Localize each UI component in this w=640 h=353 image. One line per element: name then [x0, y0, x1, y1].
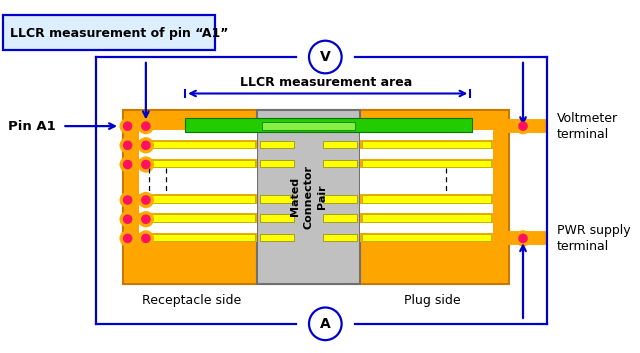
Circle shape — [515, 118, 531, 134]
Circle shape — [309, 41, 342, 73]
Text: LLCR measurement area: LLCR measurement area — [240, 77, 412, 89]
Bar — [139, 233, 257, 242]
Bar — [260, 160, 294, 167]
Bar — [362, 195, 492, 203]
Circle shape — [141, 214, 150, 224]
Bar — [139, 139, 257, 149]
Bar — [139, 149, 257, 159]
Bar — [260, 195, 294, 203]
Text: A: A — [320, 317, 331, 331]
Circle shape — [123, 160, 132, 169]
Circle shape — [120, 137, 136, 154]
Bar — [185, 119, 472, 132]
Bar — [360, 214, 493, 223]
Bar — [362, 140, 492, 148]
Bar — [139, 120, 257, 130]
Circle shape — [515, 230, 531, 246]
FancyBboxPatch shape — [3, 15, 216, 50]
Circle shape — [138, 137, 154, 154]
Bar — [142, 234, 255, 241]
Circle shape — [120, 230, 136, 246]
Text: Mated
Connector
Pair: Mated Connector Pair — [291, 164, 327, 229]
Bar — [360, 149, 493, 159]
Bar — [139, 159, 257, 168]
Circle shape — [123, 195, 132, 205]
Circle shape — [138, 211, 154, 227]
Bar — [362, 234, 492, 241]
Bar — [139, 130, 257, 139]
Circle shape — [138, 156, 154, 173]
Bar — [360, 130, 493, 139]
Bar — [142, 214, 255, 222]
Bar — [260, 214, 294, 222]
Bar — [323, 140, 357, 148]
Bar — [360, 159, 493, 168]
Bar — [360, 168, 493, 194]
Text: PWR supply
terminal: PWR supply terminal — [557, 224, 630, 253]
Circle shape — [123, 214, 132, 224]
Bar — [360, 223, 493, 233]
Bar — [260, 140, 294, 148]
Bar — [360, 120, 493, 130]
Circle shape — [120, 118, 136, 134]
Circle shape — [141, 160, 150, 169]
Bar — [323, 195, 357, 203]
Circle shape — [141, 121, 150, 131]
Bar — [262, 122, 355, 130]
Text: Plug side: Plug side — [404, 294, 460, 307]
Circle shape — [518, 234, 528, 243]
Bar — [139, 223, 257, 233]
Circle shape — [123, 121, 132, 131]
Bar — [142, 140, 255, 148]
Bar — [123, 110, 509, 283]
Bar — [360, 204, 493, 214]
Text: V: V — [320, 50, 331, 64]
Circle shape — [123, 234, 132, 243]
Bar — [142, 160, 255, 167]
Text: Receptacle side: Receptacle side — [142, 294, 241, 307]
Circle shape — [141, 195, 150, 205]
Bar — [257, 110, 360, 283]
Bar — [139, 168, 257, 194]
Text: Voltmeter
terminal: Voltmeter terminal — [557, 112, 618, 140]
Circle shape — [138, 230, 154, 246]
Bar — [323, 160, 357, 167]
Circle shape — [123, 140, 132, 150]
Bar — [323, 234, 357, 241]
Bar — [360, 233, 493, 242]
Bar — [360, 194, 493, 204]
Bar — [323, 214, 357, 222]
Text: LLCR measurement of pin “A1”: LLCR measurement of pin “A1” — [10, 26, 228, 40]
Bar — [139, 194, 257, 204]
Circle shape — [120, 156, 136, 173]
Bar — [362, 160, 492, 167]
Circle shape — [141, 140, 150, 150]
Bar — [360, 139, 493, 149]
Text: Pin A1: Pin A1 — [8, 120, 56, 133]
Circle shape — [518, 121, 528, 131]
Circle shape — [141, 234, 150, 243]
Bar — [139, 214, 257, 223]
Bar — [142, 195, 255, 203]
Circle shape — [309, 307, 342, 340]
Bar — [260, 234, 294, 241]
Bar — [362, 214, 492, 222]
Circle shape — [138, 192, 154, 208]
Bar — [139, 204, 257, 214]
Circle shape — [120, 211, 136, 227]
Circle shape — [120, 192, 136, 208]
Circle shape — [138, 118, 154, 134]
